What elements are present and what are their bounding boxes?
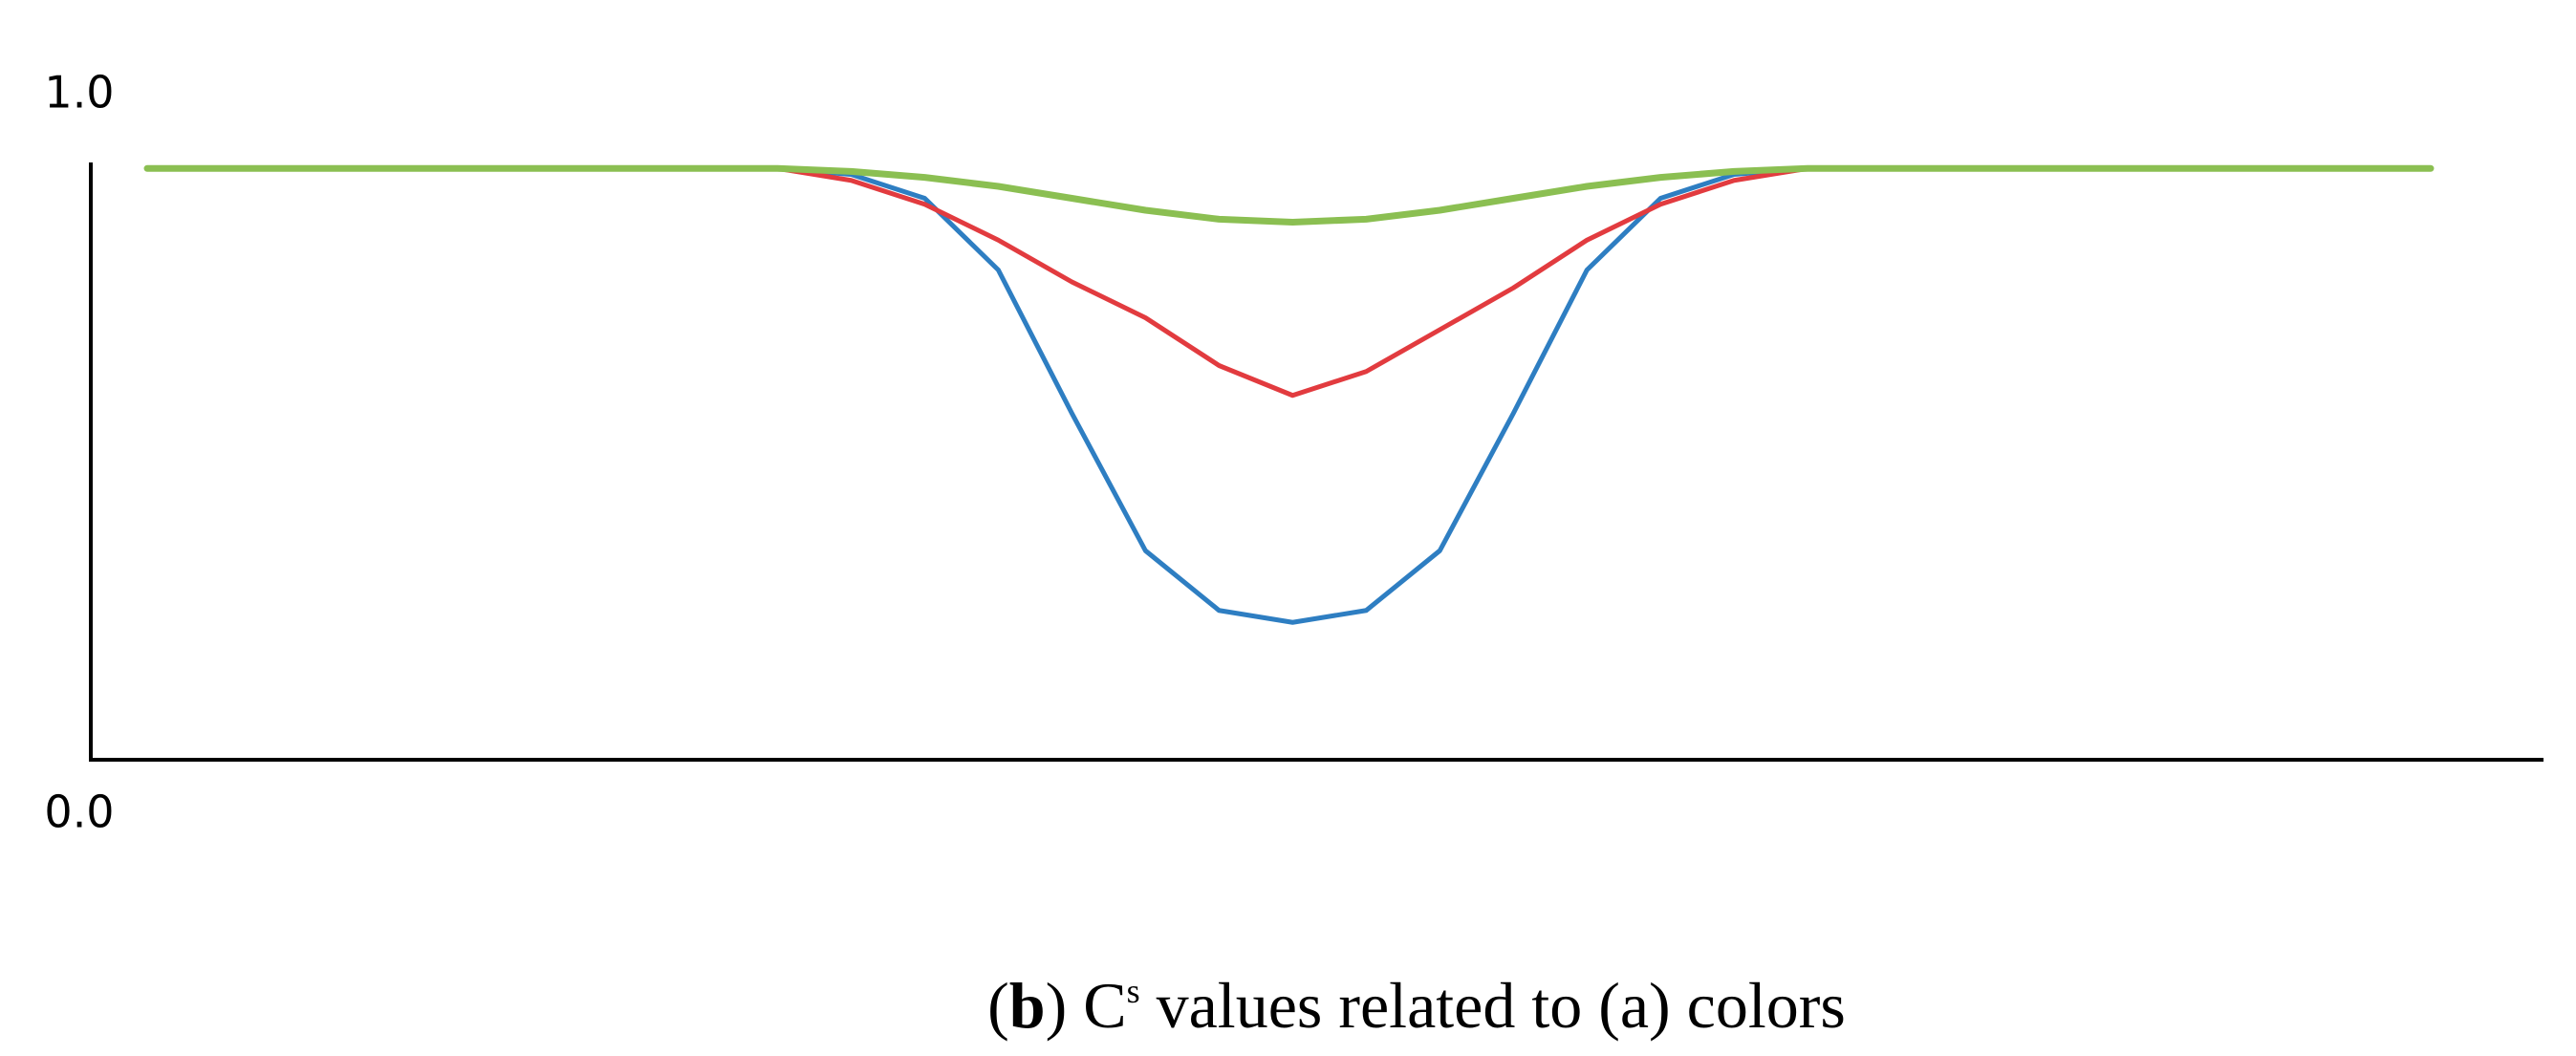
- caption-rest: values related to (a) colors: [1140, 969, 1846, 1042]
- caption: (b) Cs values related to (a) colors: [987, 969, 1846, 1042]
- caption-label: b: [1009, 969, 1046, 1042]
- caption-symbol: ) C: [1046, 969, 1127, 1042]
- caption-open: (: [987, 969, 1009, 1042]
- y-tick-label: 1.0: [44, 67, 114, 119]
- caption-superscript: s: [1127, 972, 1140, 1010]
- series-line: [143, 164, 2435, 226]
- series-line: [144, 165, 2434, 399]
- y-tick-label: 0.0: [44, 787, 114, 838]
